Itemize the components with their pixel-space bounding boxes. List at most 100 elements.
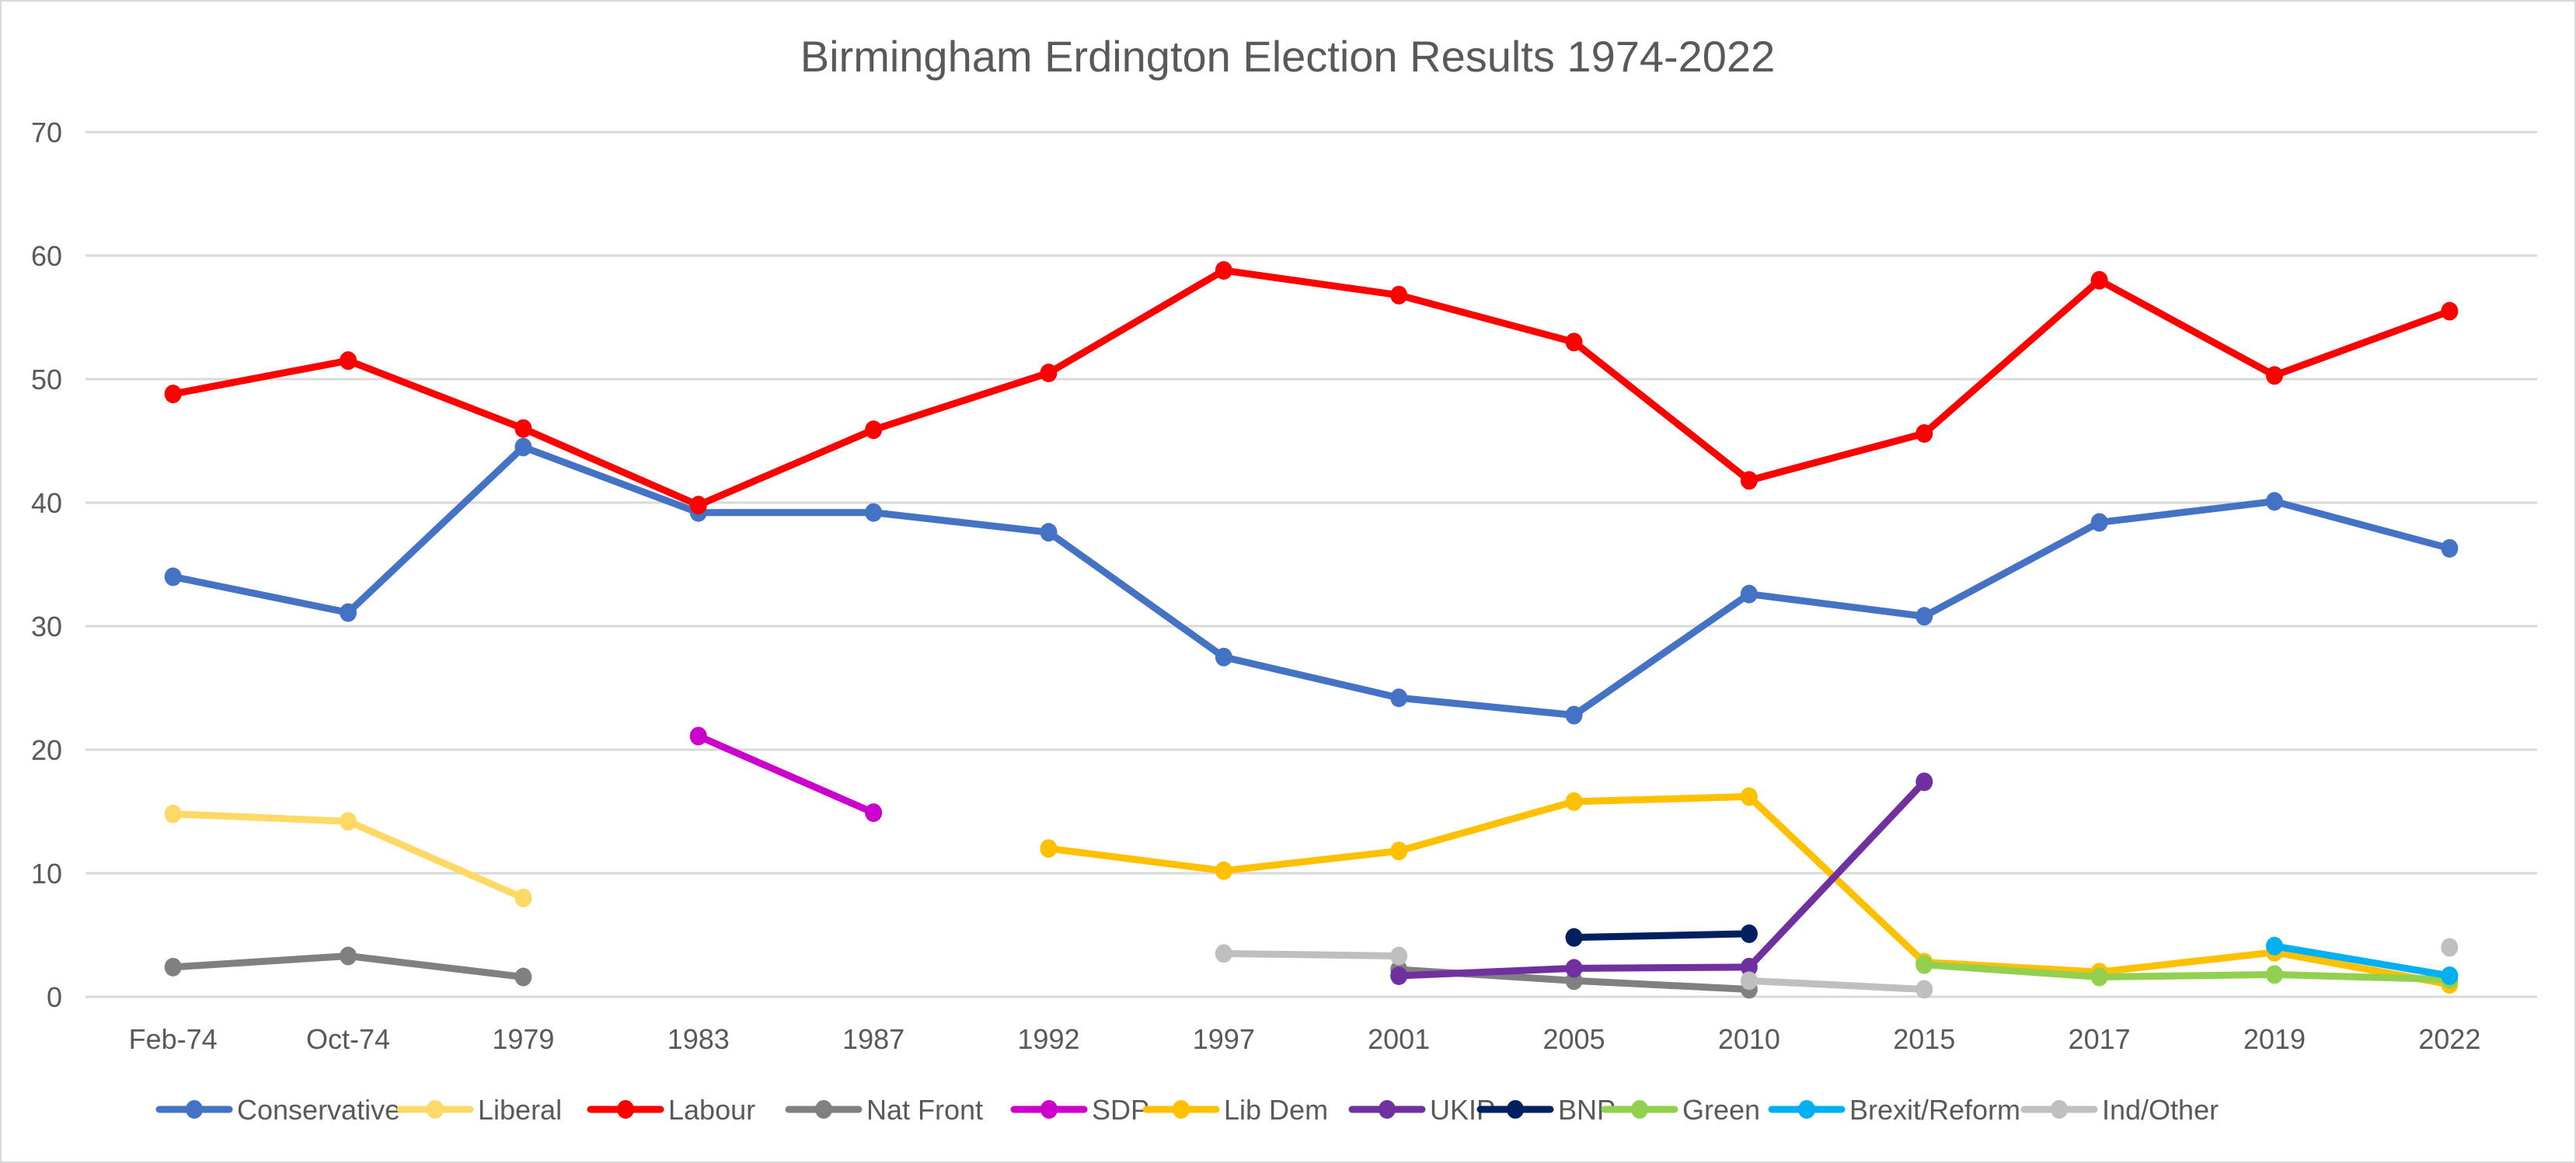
series-liberal: [164, 804, 532, 907]
data-point: [1390, 285, 1408, 305]
y-tick-label: 40: [31, 487, 62, 519]
data-point: [2090, 513, 2108, 532]
data-point: [1040, 364, 1058, 383]
data-point: [164, 804, 182, 824]
data-point: [1215, 647, 1232, 667]
data-point: [340, 812, 357, 831]
data-point: [514, 419, 532, 438]
data-point: [1740, 471, 1758, 490]
legend-label: Nat Front: [866, 1094, 983, 1126]
x-tick-label: 2022: [2418, 1023, 2480, 1055]
legend-marker-icon: [1173, 1100, 1190, 1119]
x-axis-ticks: Feb-74 Oct-74 1979 1983 1987 1992 1997 2001 2005…: [129, 1023, 2481, 1055]
data-point: [1740, 957, 1758, 977]
y-tick-label: 70: [31, 117, 62, 148]
x-tick-label: 2019: [2243, 1023, 2306, 1055]
data-point: [1740, 584, 1758, 604]
series-green: [1915, 955, 2459, 989]
series-lines: [164, 261, 2459, 999]
data-point: [514, 437, 532, 457]
data-point: [1740, 787, 1758, 806]
data-point: [1915, 980, 1933, 999]
x-tick-label: 2015: [1893, 1023, 1955, 1055]
series-ind-other: [1215, 938, 2459, 999]
data-point: [2441, 538, 2459, 558]
data-point: [2441, 301, 2459, 321]
data-point: [1390, 841, 1408, 861]
data-point: [164, 567, 182, 587]
data-point: [689, 726, 707, 746]
data-point: [1215, 261, 1232, 280]
x-tick-label: 1979: [492, 1023, 554, 1055]
data-point: [2265, 965, 2283, 984]
legend-marker-icon: [2051, 1100, 2068, 1119]
data-point: [340, 603, 357, 622]
data-point: [1390, 946, 1408, 966]
series-conservative: [164, 437, 2459, 725]
data-point: [1565, 333, 1583, 352]
legend-item: Conservative: [155, 1094, 400, 1126]
data-point: [164, 385, 182, 404]
data-point: [865, 803, 883, 823]
x-tick-label: 2001: [1368, 1023, 1430, 1055]
data-point: [2265, 492, 2283, 511]
y-tick-label: 50: [31, 364, 62, 395]
data-point: [1740, 971, 1758, 991]
data-point: [340, 946, 357, 966]
data-point: [1040, 839, 1058, 858]
data-point: [2441, 966, 2459, 985]
series-line: [169, 443, 2453, 719]
series-line: [1745, 977, 1928, 993]
legend-label: Lib Dem: [1224, 1094, 1328, 1126]
data-point: [1565, 959, 1583, 978]
data-point: [514, 967, 532, 987]
data-point: [1390, 966, 1408, 985]
legend-label: SDP: [1092, 1094, 1149, 1126]
data-point: [1565, 928, 1583, 947]
series-ukip: [1390, 772, 1933, 985]
x-tick-label: 2005: [1542, 1023, 1605, 1055]
data-point: [2441, 938, 2459, 957]
data-point: [689, 496, 707, 515]
series-line: [1220, 949, 1403, 960]
legend-item: Green: [1601, 1094, 1760, 1126]
legend-item: Liberal: [396, 1094, 562, 1126]
legend-marker-icon: [815, 1100, 832, 1119]
y-tick-label: 10: [31, 858, 62, 890]
data-point: [865, 503, 883, 522]
series-line: [1570, 930, 1753, 942]
x-tick-label: 2017: [2069, 1023, 2131, 1055]
legend-marker-icon: [1379, 1100, 1396, 1119]
legend-item: BNP: [1476, 1094, 1616, 1126]
y-tick-label: 60: [31, 240, 62, 272]
data-point: [1915, 423, 1933, 443]
x-tick-label: 2010: [1718, 1023, 1780, 1055]
x-tick-label: Feb-74: [129, 1023, 218, 1055]
data-point: [1040, 523, 1058, 542]
series-sdp: [689, 726, 883, 823]
legend-label: Green: [1682, 1094, 1760, 1126]
x-tick-label: 1997: [1193, 1023, 1255, 1055]
legend-marker-icon: [617, 1100, 634, 1119]
legend-label: Brexit/Reform: [1849, 1094, 2020, 1126]
data-point: [1740, 924, 1758, 943]
legend-item: Labour: [587, 1094, 755, 1126]
legend-item: Brexit/Reform: [1768, 1094, 2020, 1126]
gridlines: [85, 131, 2537, 998]
x-tick-label: 1983: [668, 1023, 730, 1055]
data-point: [514, 888, 532, 907]
data-point: [1915, 607, 1933, 626]
data-point: [865, 420, 883, 440]
legend-label: Labour: [668, 1094, 755, 1126]
data-point: [2265, 366, 2283, 385]
data-point: [1390, 688, 1408, 708]
series-line: [169, 266, 2453, 509]
legend: Conservative Liberal Labour Nat Front SDP Lib…: [155, 1094, 2219, 1126]
legend-marker-icon: [427, 1100, 444, 1119]
legend-item: Ind/Other: [2020, 1094, 2219, 1126]
legend-marker-icon: [186, 1100, 203, 1119]
y-axis-ticks: 0 10 20 30 40 50 60 70: [31, 117, 62, 1013]
data-point: [2090, 967, 2108, 987]
data-point: [340, 351, 357, 371]
